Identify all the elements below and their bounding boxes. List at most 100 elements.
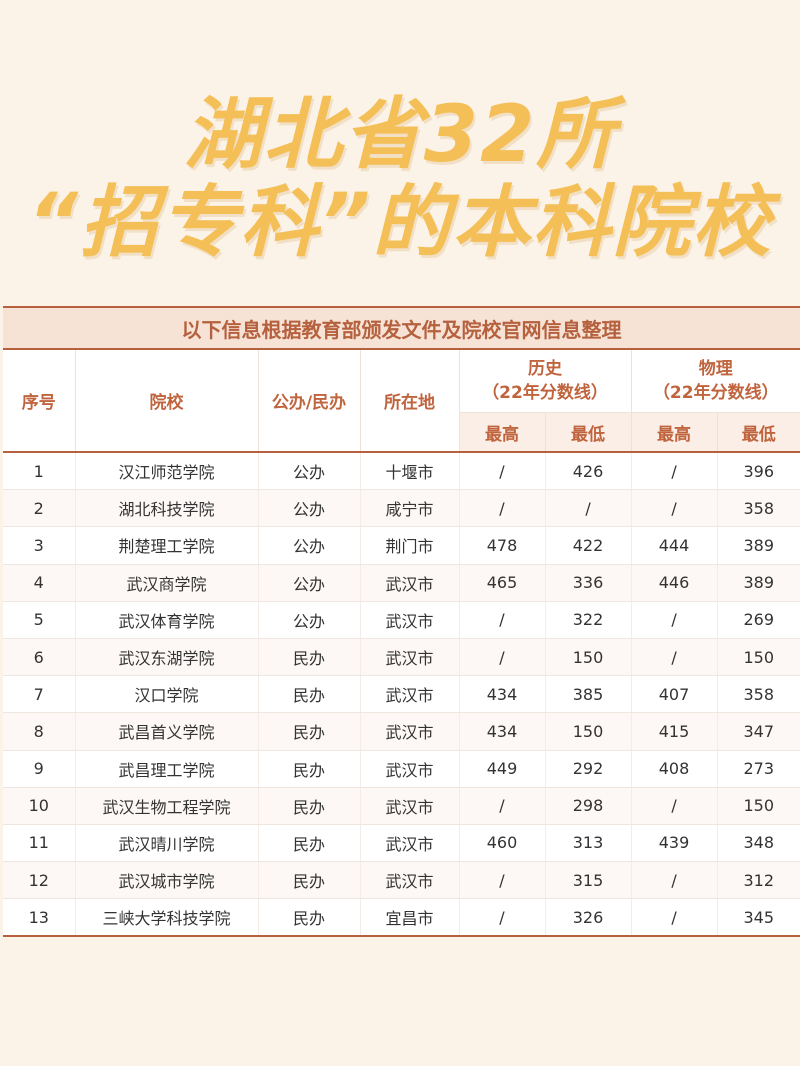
cell-school: 武汉商学院 (75, 564, 259, 602)
header-physics-sub: （22年分数线） (652, 383, 779, 403)
cell-school: 三峡大学科技学院 (75, 898, 259, 938)
cell-type: 公办 (258, 526, 361, 565)
cell-physics-high: 415 (631, 712, 718, 751)
header-history: 历史 （22年分数线） (459, 350, 632, 413)
cell-history-low: 385 (545, 675, 632, 714)
cell-physics-low: 389 (717, 526, 800, 565)
cell-history-low: 426 (545, 452, 632, 491)
cell-school: 荆楚理工学院 (75, 526, 259, 565)
cell-physics-high: 446 (631, 564, 718, 602)
table-subtitle: 以下信息根据教育部颁发文件及院校官网信息整理 (3, 306, 800, 350)
cell-school: 武汉东湖学院 (75, 638, 259, 677)
cell-location: 十堰市 (360, 452, 460, 491)
cell-physics-low: 150 (717, 638, 800, 677)
cell-physics-low: 347 (717, 712, 800, 751)
cell-location: 武汉市 (360, 861, 460, 900)
table-row: 13 三峡大学科技学院 民办 宜昌市/326/345 (3, 898, 800, 938)
cell-history-high: / (459, 861, 546, 900)
cell-physics-high: 407 (631, 675, 718, 714)
cell-type: 民办 (258, 898, 361, 938)
header-history-label: 历史 (528, 359, 562, 379)
cell-index: 5 (3, 601, 76, 639)
cell-physics-high: 408 (631, 750, 718, 788)
cell-location: 武汉市 (360, 638, 460, 677)
cell-physics-high: / (631, 452, 718, 491)
cell-type: 民办 (258, 712, 361, 751)
cell-physics-low: 269 (717, 601, 800, 639)
cell-physics-high: 444 (631, 526, 718, 565)
table-row: 2 湖北科技学院 公办 咸宁市 / //358 (3, 489, 800, 528)
header-physics-high: 最高 (631, 412, 718, 452)
page-title-line1: 湖北省32所 (183, 90, 617, 180)
cell-physics-low: 312 (717, 861, 800, 900)
cell-history-low: 313 (545, 824, 632, 863)
cell-index: 10 (3, 787, 76, 825)
cell-history-low: 422 (545, 526, 632, 565)
cell-location: 宜昌市 (360, 898, 460, 938)
cell-location: 武汉市 (360, 750, 460, 788)
cell-location: 武汉市 (360, 712, 460, 751)
table-row: 10 武汉生物工程学院 民办 武汉市/298/150 (3, 787, 800, 825)
cell-location: 咸宁市 (360, 489, 460, 528)
cell-history-high: 434 (459, 712, 546, 751)
cell-index: 6 (3, 638, 76, 677)
header-history-low: 最低 (545, 412, 632, 452)
table-row: 6 武汉东湖学院 民办 武汉市/150/150 (3, 638, 800, 677)
cell-location: 武汉市 (360, 564, 460, 602)
cell-index: 13 (3, 898, 76, 938)
cell-school: 武汉生物工程学院 (75, 787, 259, 825)
cell-type: 公办 (258, 452, 361, 491)
page-title-line2: “招专科”的本科院校 (27, 178, 773, 268)
cell-index: 12 (3, 861, 76, 900)
cell-location: 荆门市 (360, 526, 460, 565)
header-type: 公办/民办 (258, 350, 361, 453)
cell-location: 武汉市 (360, 675, 460, 714)
header-physics-label: 物理 (698, 359, 733, 379)
table-row: 1 汉江师范学院 公办 十堰市/426/396 (3, 452, 800, 491)
cell-history-high: / (459, 898, 546, 938)
cell-physics-low: 358 (717, 675, 800, 714)
cell-history-low: 150 (545, 712, 632, 751)
cell-history-high: 449 (459, 750, 546, 788)
cell-index: 4 (3, 564, 76, 602)
cell-history-high: / (459, 787, 546, 825)
cell-history-high: 465 (459, 564, 546, 602)
cell-physics-high: / (631, 489, 718, 528)
cell-physics-low: 358 (717, 489, 800, 528)
cell-index: 3 (3, 526, 76, 565)
cell-type: 民办 (258, 638, 361, 677)
cell-history-high: 460 (459, 824, 546, 863)
cell-physics-low: 389 (717, 564, 800, 602)
cell-location: 武汉市 (360, 824, 460, 863)
cell-history-low: 150 (545, 638, 632, 677)
cell-index: 9 (3, 750, 76, 788)
cell-history-high: / (459, 638, 546, 677)
table-row: 3 荆楚理工学院 公办 荆门市 478 422 444 389 (3, 526, 800, 565)
cell-type: 民办 (258, 787, 361, 825)
cell-history-high: 434 (459, 675, 546, 714)
cell-history-high: 478 (459, 526, 546, 565)
cell-type: 公办 (258, 564, 361, 602)
cell-type: 公办 (258, 489, 361, 528)
score-table: 序号 院校 公办/民办 所在地 历史 （22年分数线） 物理 （22年分数线） … (3, 350, 800, 938)
cell-history-low: 298 (545, 787, 632, 825)
cell-index: 1 (3, 452, 76, 491)
cell-physics-high: / (631, 638, 718, 677)
cell-physics-low: 150 (717, 787, 800, 825)
cell-school: 武汉城市学院 (75, 861, 259, 900)
table-row: 9 武昌理工学院 民办 武汉市 449 292 408 273 (3, 750, 800, 788)
cell-school: 武昌首义学院 (75, 712, 259, 751)
cell-location: 武汉市 (360, 601, 460, 639)
header-history-sub: （22年分数线） (482, 383, 608, 403)
cell-physics-high: 439 (631, 824, 718, 863)
cell-history-low: 292 (545, 750, 632, 788)
header-school: 院校 (75, 350, 259, 453)
cell-type: 民办 (258, 824, 361, 863)
cell-school: 武汉晴川学院 (75, 824, 259, 863)
cell-history-high: / (459, 601, 546, 639)
cell-type: 民办 (258, 861, 361, 900)
cell-location: 武汉市 (360, 787, 460, 825)
cell-index: 8 (3, 712, 76, 751)
header-history-high: 最高 (459, 412, 546, 452)
cell-physics-high: / (631, 861, 718, 900)
